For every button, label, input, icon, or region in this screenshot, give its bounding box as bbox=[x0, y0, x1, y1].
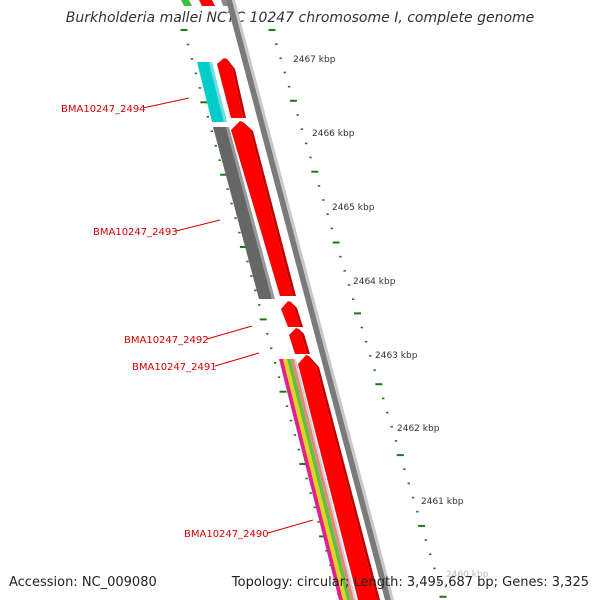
track-lightgrey bbox=[294, 359, 356, 600]
accession-text: Accession: NC_009080 bbox=[9, 575, 157, 590]
outer-scale-track bbox=[268, 29, 447, 598]
genome-summary-text: Topology: circular; Length: 3,495,687 bp… bbox=[231, 575, 589, 590]
backbone-band bbox=[226, 0, 391, 600]
gene-bma10247-2493-shade bbox=[226, 127, 275, 299]
track-pink bbox=[291, 359, 354, 600]
scale-label-2465: 2465 kbp bbox=[332, 203, 375, 213]
scale-label-2467: 2467 kbp bbox=[293, 55, 336, 65]
scale-label-2462: 2462 kbp bbox=[397, 424, 440, 434]
gene-forward-red-2[interactable] bbox=[231, 121, 293, 296]
leader-line-2492 bbox=[206, 325, 253, 340]
leader-lines bbox=[142, 97, 314, 534]
gene-label-2491[interactable]: BMA10247_2491 bbox=[132, 362, 217, 373]
gene-bma10247-2494-cyan-shade bbox=[209, 62, 227, 122]
gene-bma10247-2490-shade bbox=[306, 355, 380, 600]
leader-line-2490 bbox=[267, 519, 314, 534]
gene-forward-red-1-shade bbox=[224, 58, 246, 118]
gene-bma10247-2490[interactable] bbox=[298, 355, 377, 600]
gene-label-2492[interactable]: BMA10247_2492 bbox=[124, 335, 209, 346]
gene-bma10247-2493[interactable] bbox=[213, 127, 272, 299]
gene-fragment-top-green[interactable] bbox=[181, 0, 192, 6]
gene-bma10247-2492[interactable] bbox=[281, 301, 300, 327]
scale-label-2463: 2463 kbp bbox=[375, 351, 418, 361]
scale-label-2460: 2460 kbp bbox=[446, 570, 489, 580]
track-green bbox=[287, 359, 351, 600]
backbone-band-shade bbox=[232, 0, 394, 600]
track-magenta bbox=[279, 359, 343, 600]
gene-label-2490[interactable]: BMA10247_2490 bbox=[184, 529, 269, 540]
leader-line-2493 bbox=[175, 219, 221, 232]
gene-bma10247-2491[interactable] bbox=[289, 328, 307, 354]
scale-label-2466: 2466 kbp bbox=[312, 129, 355, 139]
scale-label-2464: 2464 kbp bbox=[353, 277, 396, 287]
track-yellow bbox=[283, 359, 347, 600]
leader-line-2491 bbox=[214, 352, 260, 367]
leader-line-2494 bbox=[142, 97, 190, 109]
gene-label-2494[interactable]: BMA10247_2494 bbox=[61, 104, 146, 115]
gene-bma10247-2492-shade bbox=[288, 301, 303, 327]
gene-label-2493[interactable]: BMA10247_2493 bbox=[93, 227, 178, 238]
gene-bma10247-2491-shade bbox=[296, 328, 310, 354]
gene-forward-red-2-shade bbox=[240, 121, 296, 296]
scale-label-2461: 2461 kbp bbox=[421, 497, 464, 507]
map-title: Burkholderia mallei NCTC 10247 chromosom… bbox=[65, 10, 535, 26]
gene-fragment-top-red[interactable] bbox=[199, 0, 215, 6]
gene-bma10247-2494-cyan[interactable] bbox=[197, 62, 224, 122]
gene-forward-red-1[interactable] bbox=[217, 58, 243, 118]
